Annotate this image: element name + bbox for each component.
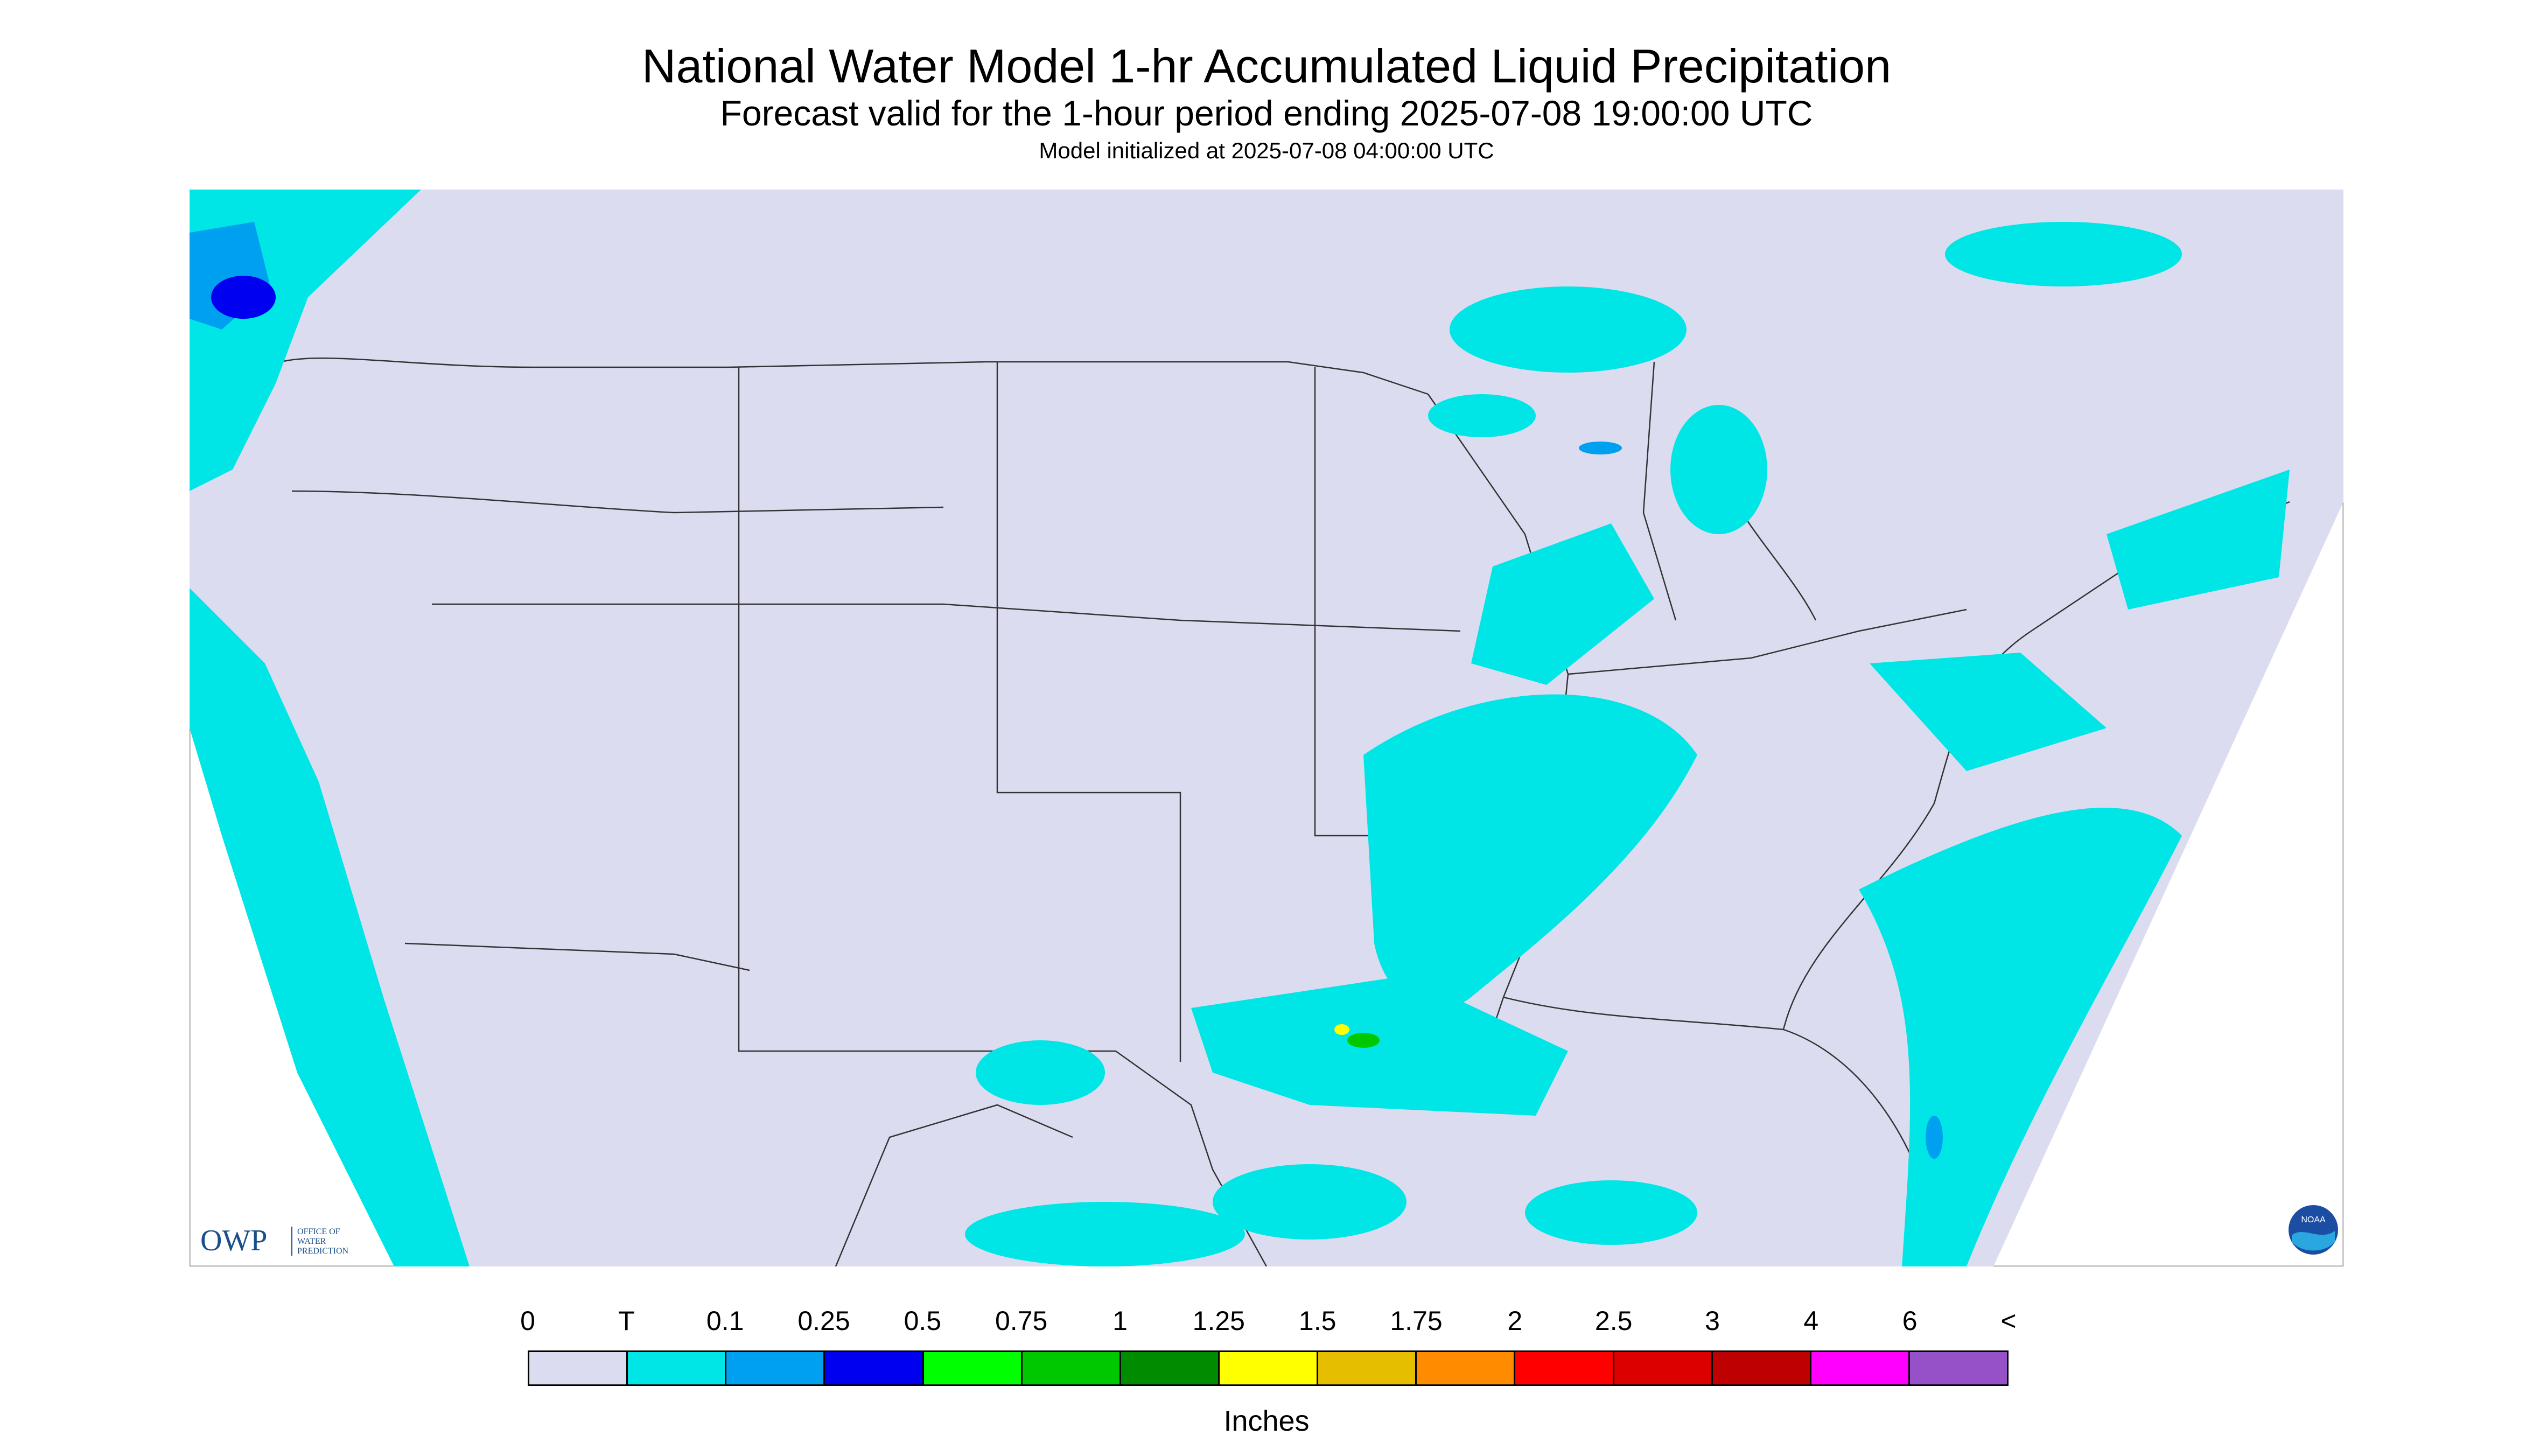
- owp-logo-sub-3: PREDICTION: [297, 1247, 349, 1256]
- legend-swatch: [1515, 1352, 1614, 1384]
- legend-labels: 0 T 0.1 0.25 0.5 0.75 1 1.25 1.5 1.75 2 2.5 3 4 6 <: [0, 1305, 2533, 1338]
- legend-tick-label: 4: [1803, 1306, 1819, 1336]
- legend-tick-label: 0.5: [904, 1306, 942, 1336]
- noaa-logo: NOAA: [2289, 1205, 2338, 1255]
- legend-tick-label: <: [2000, 1306, 2017, 1336]
- legend-tick-label: 2: [1507, 1306, 1523, 1336]
- legend-swatch: [1811, 1352, 1910, 1384]
- legend-tick-label: 1.5: [1298, 1306, 1337, 1336]
- legend-swatch: [1022, 1352, 1121, 1384]
- legend-swatch: [529, 1352, 628, 1384]
- legend-tick-label: 0.75: [995, 1306, 1048, 1336]
- owp-logo-text: OWP: [200, 1224, 267, 1257]
- owp-logo-sub-1: OFFICE OF: [297, 1227, 340, 1236]
- legend-swatch: [1614, 1352, 1713, 1384]
- owp-logo-sub-2: WATER: [297, 1237, 326, 1246]
- map-subtitle: Forecast valid for the 1-hour period end…: [720, 93, 1813, 133]
- legend-tick-label: 1.25: [1192, 1306, 1245, 1336]
- precip-heavier: [190, 222, 1943, 1159]
- legend-swatch: [1219, 1352, 1319, 1384]
- model-init-time: Model initialized at 2025-07-08 04:00:00…: [1039, 138, 1494, 163]
- legend-swatch: [1909, 1352, 2007, 1384]
- legend-tick-label: 3: [1705, 1306, 1720, 1336]
- map-title: National Water Model 1-hr Accumulated Li…: [641, 39, 1892, 93]
- legend-colorbar: [528, 1350, 2009, 1386]
- precipitation-map: [190, 190, 2343, 1266]
- legend-swatch: [1417, 1352, 1516, 1384]
- legend-tick-label: T: [618, 1306, 635, 1336]
- legend-tick-label: 1.75: [1390, 1306, 1443, 1336]
- legend-swatch: [1318, 1352, 1417, 1384]
- legend-tick-label: 0.1: [706, 1306, 744, 1336]
- legend-swatch: [923, 1352, 1023, 1384]
- legend-swatch: [1712, 1352, 1811, 1384]
- legend-tick-label: 0.25: [797, 1306, 850, 1336]
- legend-swatch: [628, 1352, 727, 1384]
- legend-tick-label: 0: [520, 1306, 535, 1336]
- noaa-logo-text: NOAA: [2301, 1215, 2326, 1224]
- legend-swatch: [825, 1352, 924, 1384]
- legend-tick-label: 2.5: [1594, 1306, 1633, 1336]
- model-domain: [190, 190, 2343, 1266]
- legend-tick-label: 6: [1902, 1306, 1918, 1336]
- owp-logo: OWP OFFICE OF WATER PREDICTION: [200, 1224, 349, 1257]
- legend-swatch: [726, 1352, 825, 1384]
- legend-swatch: [1121, 1352, 1220, 1384]
- legend-units: Inches: [1223, 1405, 1310, 1437]
- legend-tick-label: 1: [1112, 1306, 1128, 1336]
